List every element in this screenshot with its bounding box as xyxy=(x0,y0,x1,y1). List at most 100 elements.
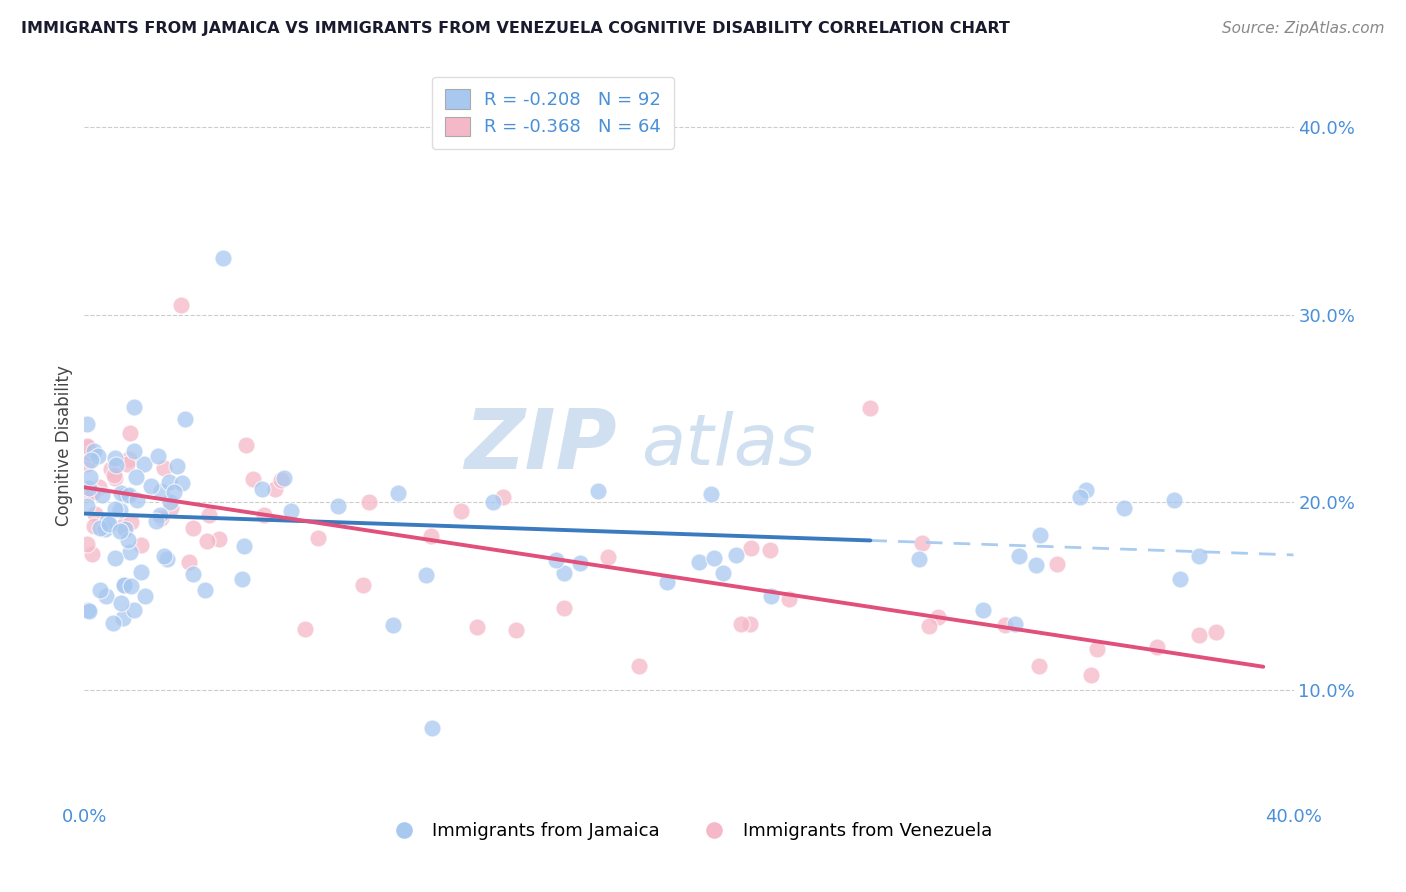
Point xyxy=(76,440,98,454)
Point xyxy=(120,515,142,529)
Point xyxy=(420,529,443,543)
Point xyxy=(134,590,156,604)
Point xyxy=(80,453,103,467)
Point xyxy=(149,511,172,525)
Point xyxy=(1205,624,1227,639)
Point xyxy=(76,484,98,499)
Point xyxy=(273,471,295,485)
Point xyxy=(546,553,568,567)
Point xyxy=(270,473,292,487)
Point xyxy=(586,484,609,499)
Text: atlas: atlas xyxy=(641,411,815,481)
Point xyxy=(280,503,302,517)
Point xyxy=(104,450,127,465)
Point xyxy=(1085,642,1108,657)
Point xyxy=(163,484,186,499)
Point xyxy=(1004,617,1026,632)
Point xyxy=(118,488,141,502)
Point xyxy=(724,548,747,562)
Point xyxy=(155,552,177,566)
Point xyxy=(482,495,505,509)
Point xyxy=(111,610,134,624)
Point xyxy=(112,578,135,592)
Point xyxy=(1007,549,1029,563)
Point xyxy=(195,534,218,549)
Point xyxy=(700,487,723,501)
Point xyxy=(98,516,121,531)
Point xyxy=(235,437,257,451)
Point xyxy=(387,486,409,500)
Point xyxy=(450,504,472,518)
Point xyxy=(263,483,285,497)
Point xyxy=(100,461,122,475)
Text: IMMIGRANTS FROM JAMAICA VS IMMIGRANTS FROM VENEZUELA COGNITIVE DISABILITY CORREL: IMMIGRANTS FROM JAMAICA VS IMMIGRANTS FR… xyxy=(21,21,1010,37)
Point xyxy=(104,501,127,516)
Point xyxy=(125,470,148,484)
Point xyxy=(1069,491,1091,505)
Point xyxy=(159,494,181,508)
Point xyxy=(114,522,136,536)
Point xyxy=(149,484,172,499)
Point xyxy=(79,470,101,484)
Point xyxy=(87,481,110,495)
Point xyxy=(357,494,380,508)
Point xyxy=(160,501,183,516)
Point xyxy=(242,472,264,486)
Point xyxy=(553,600,575,615)
Point xyxy=(89,582,111,597)
Point xyxy=(114,577,136,591)
Point xyxy=(149,508,172,523)
Legend: Immigrants from Jamaica, Immigrants from Venezuela: Immigrants from Jamaica, Immigrants from… xyxy=(378,815,1000,847)
Point xyxy=(918,618,941,632)
Point xyxy=(170,476,193,491)
Point xyxy=(568,556,591,570)
Point xyxy=(194,582,217,597)
Point xyxy=(90,488,112,502)
Point xyxy=(122,400,145,414)
Point xyxy=(146,450,169,464)
Point xyxy=(252,508,274,522)
Point xyxy=(103,615,125,630)
Point xyxy=(77,604,100,618)
Point xyxy=(1028,659,1050,673)
Point xyxy=(76,537,98,551)
Point xyxy=(328,500,350,514)
Point xyxy=(859,401,882,416)
Point xyxy=(77,603,100,617)
Point xyxy=(110,596,132,610)
Point xyxy=(492,490,515,504)
Point xyxy=(94,589,117,603)
Point xyxy=(415,567,437,582)
Point xyxy=(127,492,149,507)
Point xyxy=(157,475,180,489)
Point xyxy=(740,541,762,555)
Point xyxy=(778,592,800,607)
Point xyxy=(76,458,98,472)
Point xyxy=(1080,667,1102,681)
Point xyxy=(740,616,762,631)
Point xyxy=(420,721,443,735)
Point xyxy=(170,298,193,312)
Point xyxy=(181,566,204,581)
Point xyxy=(122,602,145,616)
Point xyxy=(730,617,752,632)
Point xyxy=(111,519,134,533)
Point xyxy=(80,486,103,500)
Point xyxy=(627,659,650,673)
Point xyxy=(152,549,174,563)
Point xyxy=(118,426,141,441)
Point xyxy=(252,482,274,496)
Text: ZIP: ZIP xyxy=(464,406,616,486)
Point xyxy=(381,617,404,632)
Text: Source: ZipAtlas.com: Source: ZipAtlas.com xyxy=(1222,21,1385,37)
Point xyxy=(1029,528,1052,542)
Point xyxy=(553,566,575,581)
Point xyxy=(120,545,142,559)
Point xyxy=(174,412,197,426)
Point xyxy=(141,479,163,493)
Point xyxy=(103,468,125,483)
Point xyxy=(83,443,105,458)
Point xyxy=(80,547,103,561)
Point xyxy=(104,470,127,484)
Point xyxy=(105,458,128,473)
